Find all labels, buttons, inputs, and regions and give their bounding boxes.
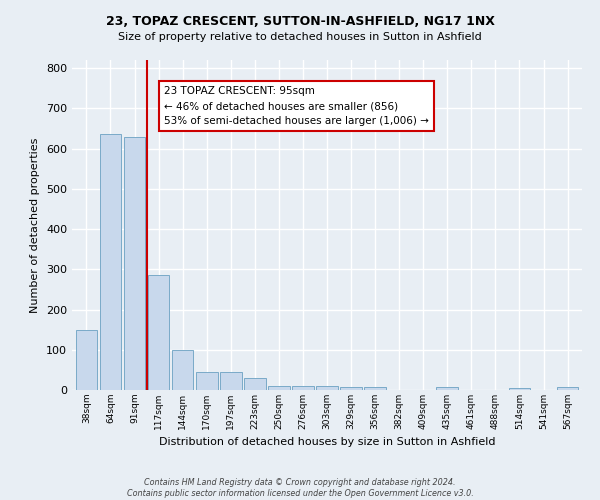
Bar: [100, 134, 121, 390]
Bar: [364, 387, 386, 390]
Bar: [172, 350, 193, 390]
Y-axis label: Number of detached properties: Number of detached properties: [31, 138, 40, 312]
Bar: [509, 388, 530, 390]
Bar: [220, 372, 242, 390]
Bar: [557, 387, 578, 390]
Bar: [316, 386, 338, 390]
Bar: [436, 387, 458, 390]
Bar: [292, 386, 314, 390]
Bar: [244, 378, 266, 390]
Bar: [340, 387, 362, 390]
Bar: [124, 138, 145, 390]
Bar: [196, 372, 218, 390]
Bar: [148, 276, 169, 390]
X-axis label: Distribution of detached houses by size in Sutton in Ashfield: Distribution of detached houses by size …: [159, 438, 495, 448]
Text: 23 TOPAZ CRESCENT: 95sqm
← 46% of detached houses are smaller (856)
53% of semi-: 23 TOPAZ CRESCENT: 95sqm ← 46% of detach…: [164, 86, 428, 126]
Text: Size of property relative to detached houses in Sutton in Ashfield: Size of property relative to detached ho…: [118, 32, 482, 42]
Text: 23, TOPAZ CRESCENT, SUTTON-IN-ASHFIELD, NG17 1NX: 23, TOPAZ CRESCENT, SUTTON-IN-ASHFIELD, …: [106, 15, 494, 28]
Bar: [268, 386, 290, 390]
Text: Contains HM Land Registry data © Crown copyright and database right 2024.
Contai: Contains HM Land Registry data © Crown c…: [127, 478, 473, 498]
Bar: [76, 330, 97, 390]
